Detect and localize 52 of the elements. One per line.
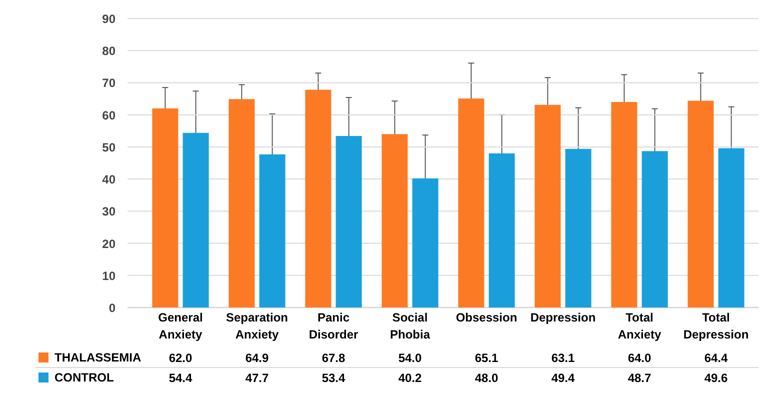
data-label: 48.7 [628,371,652,385]
x-tick-label: Social Phobia [390,310,430,342]
data-label: 54.0 [398,351,422,365]
data-label: 49.4 [551,371,576,385]
data-label: 48.0 [474,371,499,385]
data-label: 53.4 [322,371,346,385]
bar [152,108,178,308]
legend-label: THALASSEMIA [54,350,142,364]
y-tick-label: 0 [108,301,116,315]
bar [412,178,438,308]
data-label: 64.9 [245,351,270,365]
y-tick-label: 30 [102,204,116,219]
bar [336,136,362,308]
x-tick-label: Panic Disorder [308,310,359,342]
legend-label: CONTROL [54,370,114,384]
y-tick-label: 50 [102,140,116,154]
x-tick-label: Total Depression [683,310,749,342]
data-label: 47.7 [245,371,270,385]
bar [182,132,209,308]
y-tick-label: 90 [102,12,116,26]
data-label: 64.0 [628,351,652,365]
bar [458,98,484,308]
x-tick-label: Obsession [456,310,518,324]
bar [534,104,561,308]
y-tick-label: 60 [102,108,116,122]
bar [642,151,668,308]
data-label: 63.1 [551,351,576,365]
y-tick-label: 40 [102,172,116,187]
y-tick-label: 20 [102,236,116,251]
data-label: 64.4 [704,351,728,365]
x-tick-label: Total Anxiety [618,310,662,342]
data-label: 65.1 [474,351,499,365]
x-tick-label: Depression [530,310,596,324]
bar [611,102,638,308]
bar [565,148,592,308]
bar [718,148,744,308]
bar [259,154,286,308]
data-label: 40.2 [398,371,422,385]
bar [382,134,408,308]
y-tick-label: 70 [102,76,116,90]
data-label: 49.6 [704,371,728,385]
bar [688,100,714,308]
bar [305,90,332,308]
bar [488,153,515,308]
y-tick-label: 80 [102,44,116,58]
data-label: 62.0 [168,351,193,365]
y-tick-label: 10 [102,268,116,283]
x-tick-label: Separation Anxiety [226,310,288,342]
data-label: 67.8 [322,351,346,365]
x-tick-label: General Anxiety [158,310,203,342]
data-label: 54.4 [168,371,193,385]
bar [228,99,255,308]
